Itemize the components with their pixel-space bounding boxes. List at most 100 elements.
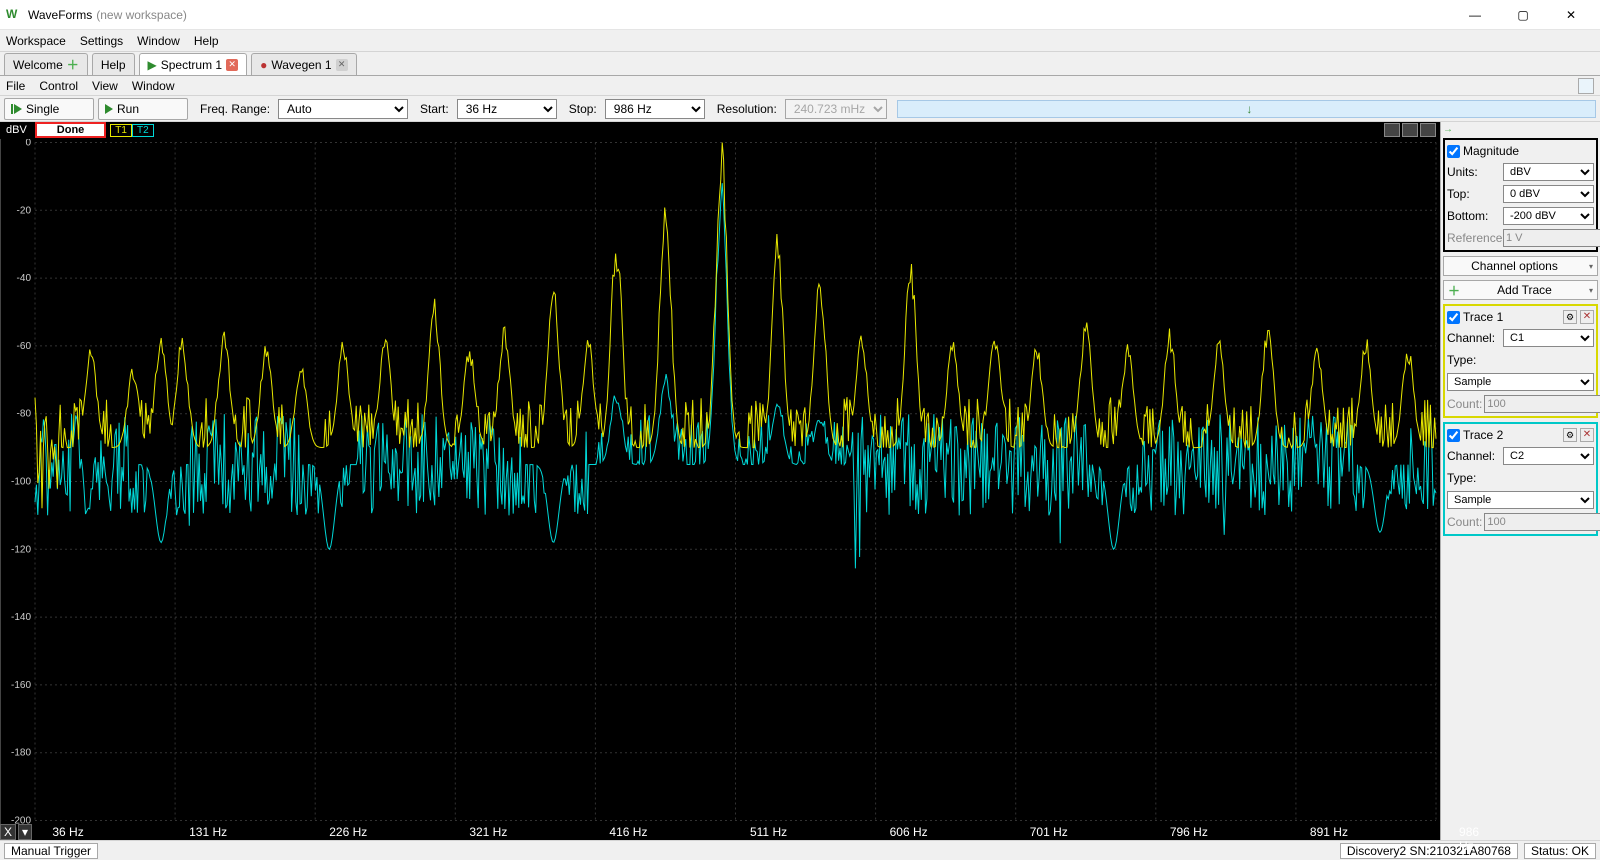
x-tick-label: 321 Hz [469,825,507,839]
instrument-menu-bar: File Control View Window [0,76,1600,96]
x-tick-label: 606 Hz [890,825,928,839]
trace2-channel-select[interactable]: C2 [1503,447,1594,465]
svg-text:0: 0 [25,139,31,149]
trace2-type-label: Type: [1447,471,1501,485]
run-button[interactable]: Run [98,98,188,120]
svg-text:-100: -100 [11,476,31,487]
x-tick-label: 416 Hz [609,825,647,839]
trace2-type-select[interactable]: Sample [1447,491,1594,509]
workspace-name: (new workspace) [96,8,187,22]
svg-text:-60: -60 [17,340,32,351]
trace2-title: Trace 2 [1463,428,1503,442]
x-tick-label: 511 Hz [750,825,787,839]
trace2-panel: Trace 2 ⚙ ✕ Channel:C2 Type: Sample Coun… [1443,422,1598,536]
freq-range-select[interactable]: Auto [278,99,408,119]
close-button[interactable]: ✕ [1556,5,1586,25]
magnitude-header: Magnitude [1447,142,1594,160]
menu-workspace[interactable]: Workspace [6,34,66,48]
plot-tool-icon[interactable] [1420,123,1436,137]
svg-text:-140: -140 [11,612,31,623]
tab-welcome-label: Welcome [13,58,63,72]
close-icon[interactable]: ✕ [1580,428,1594,442]
x-axis-dropdown-icon[interactable]: ▾ [18,824,32,840]
plot-area[interactable]: 0-20-40-60-80-100-120-140-160-180-200 [0,139,1440,824]
menu-window2[interactable]: Window [132,79,175,93]
plot-toolbar-icons [1384,123,1440,137]
app-icon: W [6,7,22,23]
plot-tool-icon[interactable] [1402,123,1418,137]
svg-text:-200: -200 [11,815,31,824]
trace1-type-select[interactable]: Sample [1447,373,1594,391]
trace1-badge[interactable]: T1 [110,124,132,137]
bottom-select[interactable]: -200 dBV [1503,207,1594,225]
content-area: dBV Done T1 T2 0-20-40-60-80-100-120-140… [0,122,1600,840]
trace1-count-input [1484,395,1600,413]
spectrum-plot[interactable]: 0-20-40-60-80-100-120-140-160-180-200 [1,139,1440,824]
restore-icon[interactable] [1578,78,1594,94]
plus-icon: ＋ [1448,282,1460,299]
menu-settings[interactable]: Settings [80,34,123,48]
menu-view[interactable]: View [92,79,118,93]
app-title: WaveForms [28,8,92,22]
tab-spectrum[interactable]: ▶ Spectrum 1 ✕ [139,53,248,75]
run-label: Run [117,102,139,116]
play-icon: ▶ [148,58,157,72]
trace1-title: Trace 1 [1463,310,1503,324]
gear-icon[interactable]: ⚙ [1563,310,1577,324]
tab-wavegen-label: Wavegen 1 [271,58,331,72]
trigger-button[interactable]: Manual Trigger [4,843,98,859]
tab-welcome[interactable]: Welcome ＋ [4,53,88,75]
trace2-badge[interactable]: T2 [132,124,154,137]
trace2-count-label: Count: [1447,515,1482,529]
add-trace-button[interactable]: ＋Add Trace [1443,280,1598,300]
tab-close-icon[interactable]: ✕ [336,59,348,71]
svg-text:-120: -120 [11,544,31,555]
close-icon[interactable]: ✕ [1580,310,1594,324]
reference-label: Reference: [1447,231,1501,245]
device-status[interactable]: Discovery2 SN:210321A80768 [1340,843,1518,859]
menu-help[interactable]: Help [194,34,219,48]
status-badge: Done [35,122,107,138]
gear-icon[interactable]: ⚙ [1563,428,1577,442]
units-label: Units: [1447,165,1501,179]
plot-x-axis-footer: X ▾ 36 Hz131 Hz226 Hz321 Hz416 Hz511 Hz6… [0,824,1440,841]
trace2-channel-label: Channel: [1447,449,1501,463]
magnitude-panel: Magnitude Units:dBV Top:0 dBV Bottom:-20… [1443,138,1598,252]
units-select[interactable]: dBV [1503,163,1594,181]
resolution-input: 240.723 mHz [785,99,887,119]
x-tick-label: 796 Hz [1170,825,1208,839]
tab-help[interactable]: Help [92,53,135,75]
svg-text:-20: -20 [17,205,32,216]
top-select[interactable]: 0 dBV [1503,185,1594,203]
tab-close-icon[interactable]: ✕ [226,59,238,71]
x-tick-label: 226 Hz [329,825,367,839]
menu-control[interactable]: Control [39,79,78,93]
x-tick-label: 701 Hz [1030,825,1068,839]
x-axis-button[interactable]: X [0,824,16,840]
tab-help-label: Help [101,58,126,72]
tab-spectrum-label: Spectrum 1 [161,58,222,72]
right-panel: → Magnitude Units:dBV Top:0 dBV Bottom:-… [1440,122,1600,840]
single-button[interactable]: Single [4,98,94,120]
maximize-button[interactable]: ▢ [1508,5,1538,25]
menu-file[interactable]: File [6,79,25,93]
plot-tool-icon[interactable] [1384,123,1400,137]
channel-options-button[interactable]: Channel options [1443,256,1598,276]
trace1-panel: Trace 1 ⚙ ✕ Channel:C1 Type: Sample Coun… [1443,304,1598,418]
trace1-channel-select[interactable]: C1 [1503,329,1594,347]
trace1-checkbox[interactable] [1447,311,1460,324]
svg-text:-80: -80 [17,408,32,419]
menu-window[interactable]: Window [137,34,180,48]
trace1-count-label: Count: [1447,397,1482,411]
start-input[interactable]: 36 Hz [457,99,557,119]
panel-arrow-icon[interactable]: → [1443,124,1598,134]
status-bar: Manual Trigger Discovery2 SN:210321A8076… [0,840,1600,860]
trace1-channel-label: Channel: [1447,331,1501,345]
plot-header: dBV Done T1 T2 [0,122,1440,139]
minimize-button[interactable]: — [1460,5,1490,25]
trace2-checkbox[interactable] [1447,429,1460,442]
tab-wavegen[interactable]: ● Wavegen 1 ✕ [251,53,357,75]
magnitude-checkbox[interactable] [1447,145,1460,158]
stop-input[interactable]: 986 Hz [605,99,705,119]
trace2-count-input [1484,513,1600,531]
